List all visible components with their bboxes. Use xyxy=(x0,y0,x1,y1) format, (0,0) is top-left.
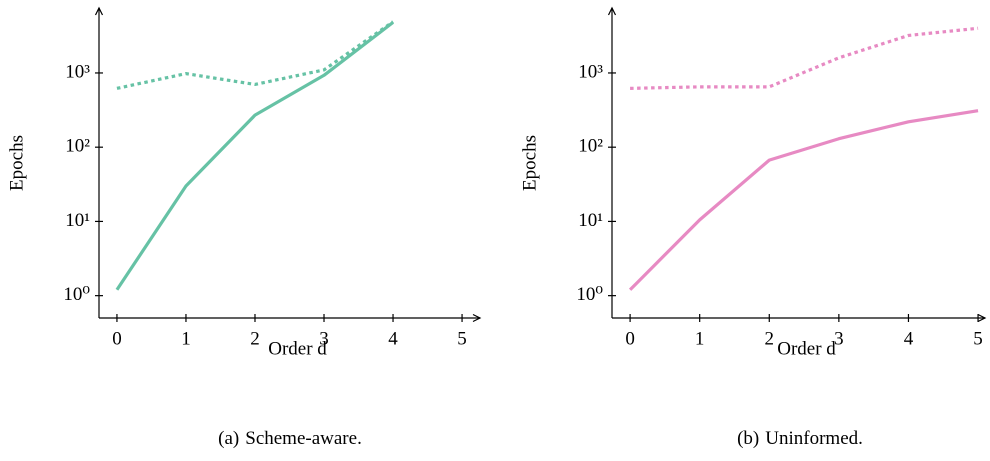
y-tick-label: 10⁰ xyxy=(576,284,603,305)
x-tick-label: 3 xyxy=(319,328,329,349)
y-axis-arrow xyxy=(607,6,617,16)
x-tick-label: 0 xyxy=(112,328,122,349)
x-tick-label: 0 xyxy=(625,328,635,349)
x-tick-label: 2 xyxy=(765,328,775,349)
y-tick-label: 10³ xyxy=(65,61,90,82)
x-tick-label: 1 xyxy=(181,328,191,349)
caption: (a) Scheme-aware. xyxy=(218,428,362,449)
series-line xyxy=(630,26,979,90)
y-tick-label: 10⁰ xyxy=(63,284,90,305)
x-axis-arrow xyxy=(977,313,987,323)
caption-text: Uninformed. xyxy=(765,428,863,449)
series-line xyxy=(628,109,979,291)
y-axis-label: Epochs xyxy=(6,135,27,191)
y-tick-label: 10² xyxy=(578,136,603,157)
series-line xyxy=(116,20,394,90)
x-tick-label: 2 xyxy=(250,328,260,349)
x-tick-label: 5 xyxy=(973,328,983,349)
x-tick-label: 3 xyxy=(834,328,844,349)
caption: (b) Uninformed. xyxy=(737,428,863,449)
y-tick-label: 10² xyxy=(65,136,90,157)
caption-label: (a) xyxy=(218,428,239,449)
caption-text: Scheme-aware. xyxy=(245,428,362,449)
y-tick-label: 10¹ xyxy=(578,210,603,231)
x-tick-label: 1 xyxy=(695,328,705,349)
y-axis-arrow xyxy=(94,6,104,16)
y-tick-label: 10¹ xyxy=(65,210,90,231)
y-axis-label: Epochs xyxy=(519,135,540,191)
x-axis-label: Order d xyxy=(777,338,836,359)
x-axis-label: Order d xyxy=(268,338,327,359)
x-tick-label: 5 xyxy=(457,328,467,349)
x-tick-label: 4 xyxy=(904,328,914,349)
x-tick-label: 4 xyxy=(388,328,398,349)
series-line xyxy=(115,21,395,291)
y-tick-label: 10³ xyxy=(578,61,603,82)
caption-label: (b) xyxy=(737,428,759,449)
x-axis-arrow xyxy=(472,313,482,323)
